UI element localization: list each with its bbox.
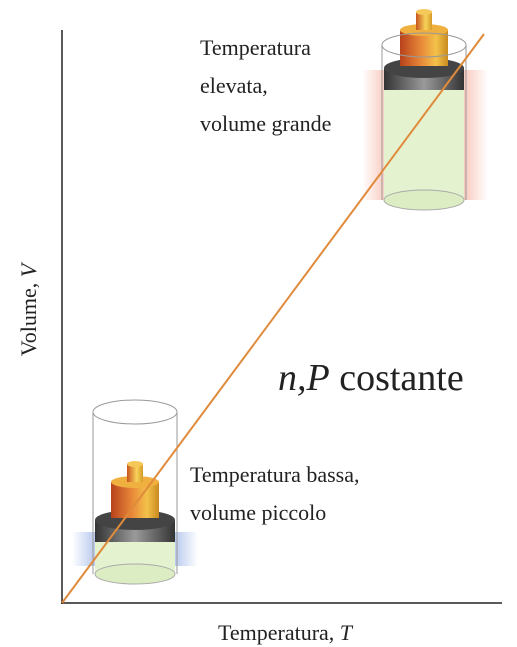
annotation-line: volume piccolo: [190, 500, 326, 525]
annotation-line: elevata,: [200, 73, 268, 98]
annotation-line: Temperatura: [200, 35, 311, 60]
annotation-line: Temperatura bassa,: [190, 462, 360, 487]
y-axis-label: Volume, V: [16, 261, 41, 356]
cylinder-high: [362, 9, 488, 211]
cylinder-low: [72, 399, 198, 585]
condition-label: n,P costante: [278, 357, 464, 399]
trend-line: [61, 33, 485, 604]
annotation-line: volume grande: [200, 111, 331, 136]
x-axis-label: Temperatura, T: [218, 620, 354, 645]
